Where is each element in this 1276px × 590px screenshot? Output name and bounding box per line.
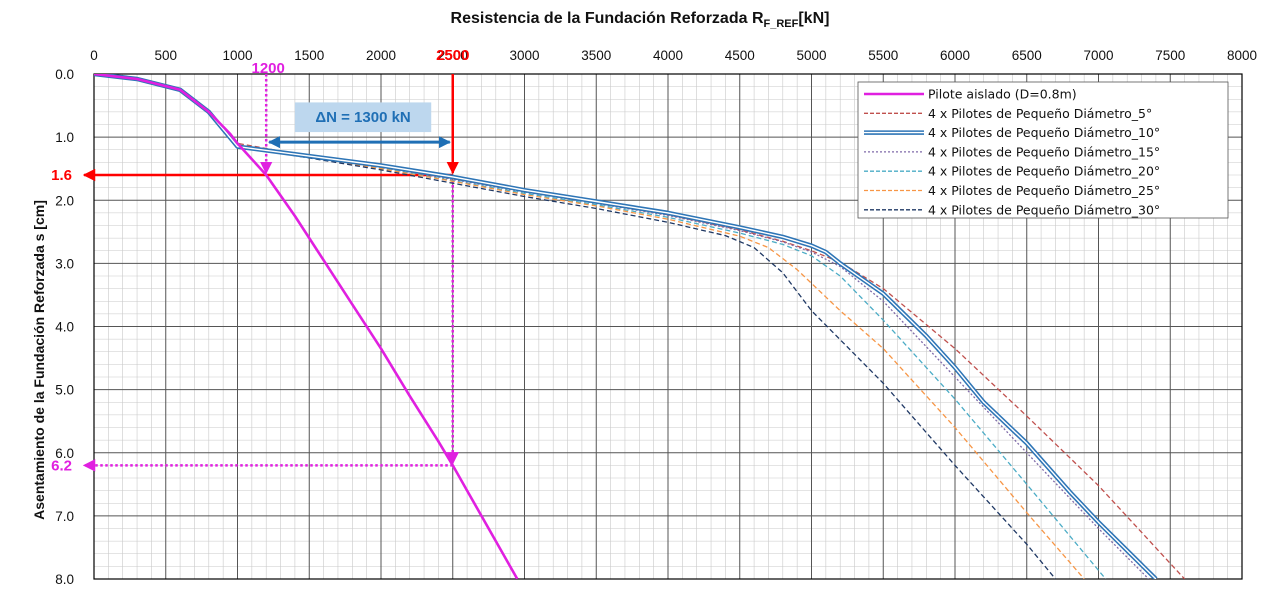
chart-title: Resistencia de la Fundación Reforzada RF… <box>451 10 830 30</box>
y-tick-label: 7.0 <box>55 509 74 524</box>
legend-box <box>857 81 1229 219</box>
x-tick-label: 6500 <box>1012 48 1042 63</box>
legend-label-2: 4 x Pilotes de Pequeño Diámetro_10° <box>928 125 1160 140</box>
y-tick-label: 5.0 <box>55 383 74 398</box>
y-tick-label: 3.0 <box>55 256 74 271</box>
annotation-1-6: 1.6 <box>51 167 72 184</box>
legend-label-3: 4 x Pilotes de Pequeño Diámetro_15° <box>928 144 1160 159</box>
x-tick-label: 3000 <box>509 48 539 63</box>
x-tick-label: 500 <box>154 48 177 63</box>
annotation-6-2: 6.2 <box>51 457 72 474</box>
x-tick-label: 1500 <box>294 48 324 63</box>
y-tick-label: 4.0 <box>55 320 74 335</box>
x-tick-label: 2500 <box>438 48 468 63</box>
title-subscript: F_REF <box>764 18 799 30</box>
x-tick-label: 3500 <box>581 48 611 63</box>
x-tick-label: 4000 <box>653 48 683 63</box>
annotation-1200: 1200 <box>252 60 285 77</box>
x-tick-label: 7000 <box>1083 48 1113 63</box>
data-series <box>94 74 1186 579</box>
delta-label-box <box>294 102 432 133</box>
x-tick-label: 5500 <box>868 48 898 63</box>
annotations: ΔN = 1300 kN 1200 2500 1.6 6.2 <box>51 47 469 474</box>
series-line-2-inner <box>94 74 1157 579</box>
x-tick-label: 6000 <box>940 48 970 63</box>
legend-label-5: 4 x Pilotes de Pequeño Diámetro_25° <box>928 183 1160 198</box>
x-tick-label: 1000 <box>222 48 252 63</box>
x-tick-label: 7500 <box>1155 48 1185 63</box>
x-tick-label: 4500 <box>725 48 755 63</box>
y-tick-label: 2.0 <box>55 193 74 208</box>
y-tick-label: 8.0 <box>55 572 74 587</box>
legend-label-0: Pilote aislado (D=0.8m) <box>928 87 1077 102</box>
title-unit: [kN] <box>798 10 829 27</box>
y-tick-label: 1.0 <box>55 130 74 145</box>
legend: Pilote aislado (D=0.8m) 4 x Pilotes de Pe… <box>857 81 1229 219</box>
plot-area-border <box>93 73 1243 580</box>
x-tick-label: 0 <box>90 48 98 63</box>
legend-label-6: 4 x Pilotes de Pequeño Diámetro_30° <box>928 202 1160 217</box>
x-tick-labels: 0 500 1000 1500 2000 2500 3000 3500 4000 4500 5000… <box>90 48 1257 63</box>
y-axis-label: Asentamiento de la Fundación Reforzada s… <box>31 200 47 520</box>
y-tick-label: 6.0 <box>55 446 74 461</box>
annotation-2500: 2500 <box>436 47 469 64</box>
y-tick-labels: 0.0 1.0 2.0 3.0 4.0 5.0 6.0 7.0 8.0 <box>55 67 74 587</box>
x-tick-label: 2000 <box>366 48 396 63</box>
legend-label-1: 4 x Pilotes de Pequeño Diámetro_5° <box>928 106 1152 121</box>
x-tick-label: 5000 <box>796 48 826 63</box>
series-line-0 <box>94 74 519 579</box>
delta-label: ΔN = 1300 kN <box>315 109 410 126</box>
legend-label-4: 4 x Pilotes de Pequeño Diámetro_20° <box>928 164 1160 179</box>
y-tick-label: 0.0 <box>55 67 74 82</box>
x-tick-label: 8000 <box>1227 48 1257 63</box>
